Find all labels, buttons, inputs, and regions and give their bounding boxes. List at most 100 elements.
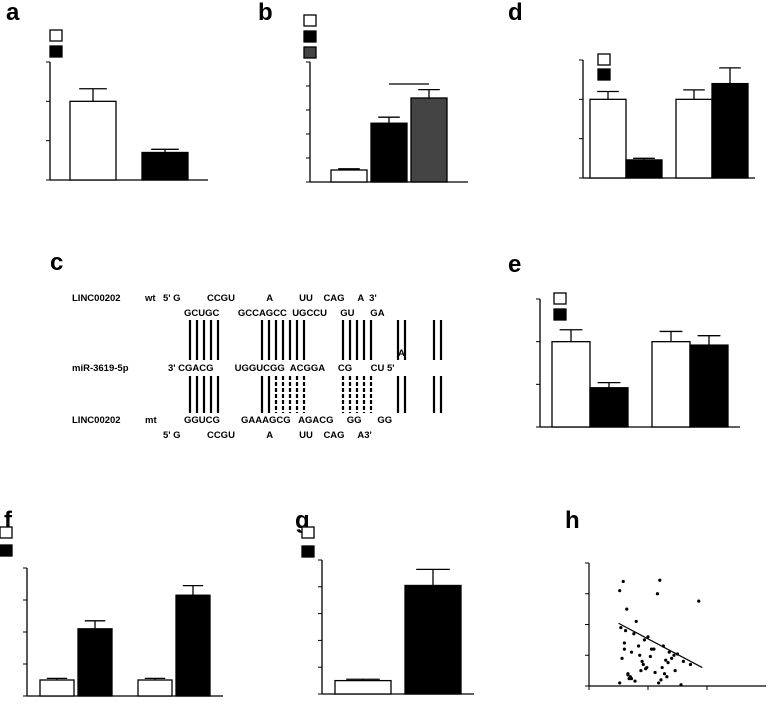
scatter-point xyxy=(632,632,636,636)
legend-swatch xyxy=(597,68,611,81)
scatter-point xyxy=(648,654,652,659)
scatter-point xyxy=(655,592,660,596)
mir-bulge: A xyxy=(398,348,405,359)
scatter-point xyxy=(623,629,628,633)
bar xyxy=(551,341,591,428)
wt-label: LINC00202 xyxy=(72,293,121,304)
scatter-point xyxy=(640,659,644,664)
bar xyxy=(589,387,629,428)
legend-swatch xyxy=(49,45,63,58)
scatter-point xyxy=(688,662,693,667)
legend-swatch xyxy=(597,53,611,66)
legend-swatch xyxy=(303,46,317,59)
wt-paired-seq: GCUGC GCCAGCC UGCCU GU GA xyxy=(184,308,385,319)
legend-swatch xyxy=(301,545,315,558)
bar xyxy=(334,679,392,695)
scatter-point xyxy=(622,641,627,645)
scatter-point xyxy=(618,681,622,685)
legend-swatch xyxy=(0,544,13,557)
bar xyxy=(69,100,117,181)
chart-h xyxy=(585,562,766,690)
panel-label-b: b xyxy=(258,0,273,26)
mt-label: LINC00202 xyxy=(72,415,121,426)
bar xyxy=(689,344,729,428)
panel-label-a: a xyxy=(6,0,20,26)
chart-f xyxy=(0,526,223,697)
bar xyxy=(410,97,448,183)
bar xyxy=(711,82,749,179)
panel-label-e: e xyxy=(508,251,521,278)
bar xyxy=(141,151,189,181)
scatter-point xyxy=(639,669,643,673)
mt-bottom-line: 5' G CCGU A UU CAG A3' xyxy=(163,430,372,441)
legend-swatch xyxy=(553,308,567,321)
legend-swatch xyxy=(0,526,13,539)
chart-g xyxy=(301,526,474,695)
bar xyxy=(675,98,713,179)
legend-swatch xyxy=(553,292,567,305)
chart-d xyxy=(579,53,755,179)
wt-tag: wt xyxy=(144,293,156,304)
scatter-point xyxy=(662,672,667,676)
chart-e xyxy=(536,292,740,428)
scatter-point xyxy=(621,579,625,584)
scatter-point xyxy=(679,683,683,687)
bar xyxy=(330,169,368,183)
legend-swatch xyxy=(49,29,63,42)
scatter-point xyxy=(641,662,645,667)
scatter-point xyxy=(618,589,622,593)
base-pair-lines xyxy=(188,320,443,413)
scatter-point xyxy=(664,658,668,662)
charts xyxy=(0,14,766,697)
panel-label-f: f xyxy=(4,507,13,534)
scatter-point xyxy=(653,670,657,675)
bar xyxy=(137,679,173,697)
bar xyxy=(175,594,211,697)
legend-swatch xyxy=(301,526,315,539)
mir-seq: 3' CGACG UGGUCGG ACGGA CG CU 5' xyxy=(168,363,395,374)
bar xyxy=(589,98,627,179)
bar xyxy=(39,679,75,697)
legend-swatch xyxy=(303,14,317,27)
scatter-point xyxy=(636,644,641,648)
scatter-point xyxy=(625,607,629,611)
scatter-point xyxy=(660,665,664,670)
mt-paired-seq: GGUCG GAAAGCG AGACG GG GG xyxy=(184,415,392,426)
scatter-point xyxy=(642,638,647,642)
bar xyxy=(404,584,462,695)
wt-top-line: 5' G CCGU A UU CAG A 3' xyxy=(163,293,377,304)
scatter-point xyxy=(657,681,661,685)
chart-a xyxy=(46,29,208,181)
scatter-point xyxy=(649,647,654,651)
scatter-point xyxy=(659,678,663,682)
mir-label: miR-3619-5p xyxy=(72,363,129,374)
bar xyxy=(370,122,408,183)
scatter-point xyxy=(646,635,650,639)
chart-b xyxy=(303,14,468,183)
scatter-point xyxy=(666,661,670,665)
scatter-point xyxy=(645,665,649,670)
fit-line xyxy=(618,622,703,669)
scatter-point xyxy=(634,619,638,624)
scatter-point xyxy=(652,647,656,651)
bar xyxy=(651,341,691,428)
scatter-point xyxy=(667,650,671,654)
scatter-point xyxy=(665,675,669,679)
scatter-point xyxy=(629,677,634,681)
scatter-point xyxy=(670,656,674,660)
scatter-point xyxy=(658,578,662,582)
sequence-alignment: LINC00202 wt 5' G CCGU A UU CAG A 3' GCU… xyxy=(72,293,443,441)
scatter-point xyxy=(622,647,627,651)
panel-label-h: h xyxy=(565,507,580,534)
scatter-point xyxy=(619,625,623,630)
scatter-point xyxy=(672,653,676,657)
scatter-point xyxy=(673,669,677,673)
scatter-point xyxy=(681,659,686,664)
mt-tag: mt xyxy=(145,415,157,426)
bar xyxy=(77,628,113,697)
scatter-point xyxy=(629,650,634,654)
panel-label-c: c xyxy=(50,249,63,276)
panel-label-d: d xyxy=(508,0,523,26)
scatter-point xyxy=(697,599,701,603)
